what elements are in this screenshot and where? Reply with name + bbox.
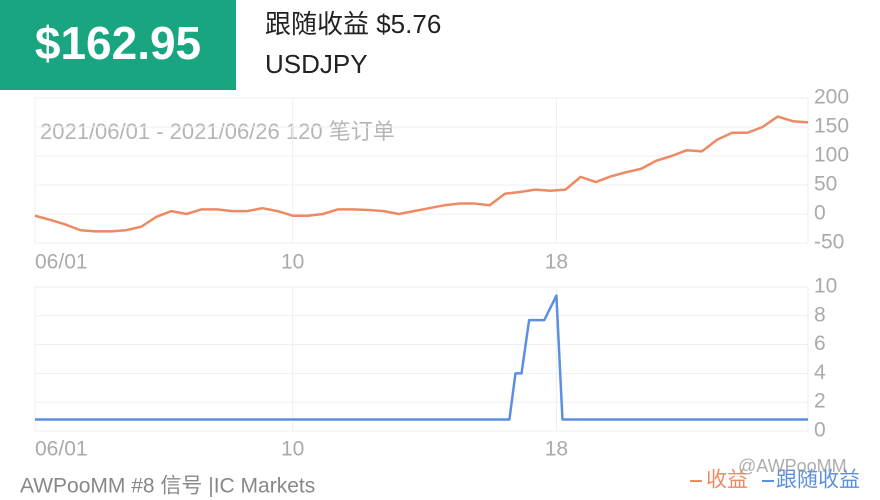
legend-label: 跟随收益 [776, 469, 860, 492]
y-tick-label: 100 [814, 144, 849, 167]
y-tick-label: -50 [814, 231, 844, 254]
x-tick-label: 06/01 [35, 251, 88, 274]
profit-box [0, 0, 236, 90]
x-tick-label: 06/01 [35, 438, 88, 461]
y-tick-label: 8 [814, 303, 826, 326]
follow-profit: 跟随收益 $5.76 [265, 9, 441, 39]
y-tick-label: 200 [814, 86, 849, 109]
y-tick-label: 0 [814, 202, 826, 225]
x-tick-label: 10 [281, 251, 304, 274]
profit: $162.95 [35, 17, 201, 69]
y-tick-label: 4 [814, 361, 826, 384]
line [35, 294, 808, 421]
y-tick-label: 6 [814, 332, 826, 355]
symbol: USDJPY [265, 49, 368, 79]
subtitle: 2021/06/01 - 2021/06/26 120 笔订单 [40, 119, 395, 144]
y-tick-label: 50 [814, 173, 837, 196]
legend-label: 收益 [706, 469, 748, 492]
y-tick-label: 0 [814, 419, 826, 442]
signal: AWPooMM #8 信号 |IC Markets [20, 475, 315, 498]
x-tick-label: 10 [281, 438, 304, 461]
watermark: @AWPooMM [738, 456, 847, 476]
y-tick-label: 2 [814, 390, 826, 413]
y-tick-label: 150 [814, 115, 849, 138]
plot-frame [34, 286, 809, 432]
x-tick-label: 18 [545, 438, 568, 461]
line [34, 115, 809, 233]
x-tick-label: 18 [545, 251, 568, 274]
y-tick-label: 10 [814, 275, 837, 298]
